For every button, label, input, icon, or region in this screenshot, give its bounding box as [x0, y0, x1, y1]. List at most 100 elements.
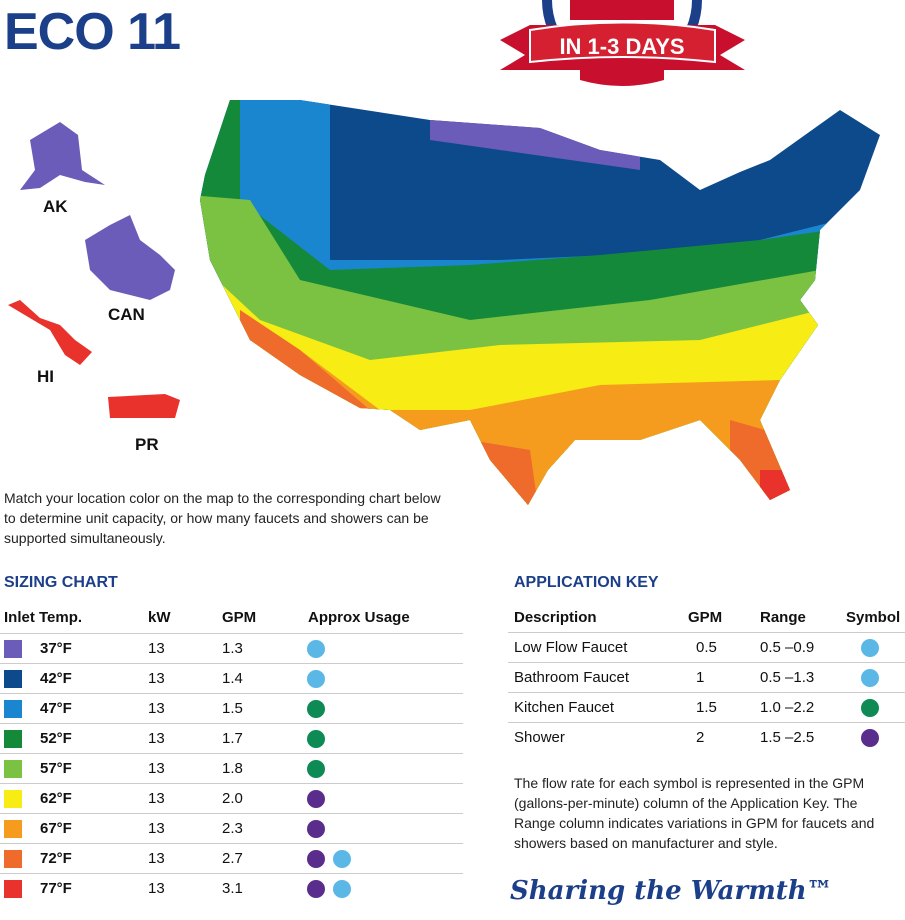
range: 0.5 –1.3 — [760, 669, 815, 686]
section-title: SIZING CHART — [4, 574, 118, 591]
column-header: GPM — [222, 609, 257, 626]
usage-icon — [307, 880, 325, 898]
usage-icon — [861, 669, 879, 687]
row-divider — [0, 753, 463, 754]
usage-icon — [307, 850, 325, 868]
usage-icon — [307, 790, 325, 808]
kw: 13 — [148, 790, 165, 807]
color-swatch — [4, 820, 22, 838]
row-divider — [0, 783, 463, 784]
usage-icon — [333, 880, 351, 898]
usage-icon — [307, 730, 325, 748]
badge-text: IN 1-3 DAYS — [559, 34, 684, 59]
usage-icon — [307, 700, 325, 718]
usage-icon — [307, 760, 325, 778]
color-swatch — [4, 730, 22, 748]
gpm: 2.0 — [222, 790, 243, 807]
row-divider — [508, 722, 905, 723]
map-label: HI — [37, 367, 54, 386]
map-label: AK — [43, 197, 68, 216]
row-divider — [0, 693, 463, 694]
temp: 47°F — [40, 700, 72, 717]
puerto-rico — [108, 394, 180, 418]
temp: 67°F — [40, 820, 72, 837]
range: 1.0 –2.2 — [760, 699, 815, 716]
column-header: Range — [760, 609, 806, 626]
color-swatch — [4, 790, 22, 808]
row-divider — [508, 632, 905, 633]
gpm: 1.5 — [222, 700, 243, 717]
row-divider — [508, 662, 905, 663]
map-label: PR — [135, 435, 159, 454]
usage-icon — [861, 639, 879, 657]
kw: 13 — [148, 760, 165, 777]
kw: 13 — [148, 670, 165, 687]
kw: 13 — [148, 730, 165, 747]
description: Bathroom Faucet — [514, 669, 630, 686]
title: ECO 11 — [4, 3, 181, 61]
row-divider — [0, 663, 463, 664]
color-swatch — [4, 760, 22, 778]
gpm: 2 — [696, 729, 705, 746]
description: Low Flow Faucet — [514, 639, 628, 656]
temp: 72°F — [40, 850, 72, 867]
kw: 13 — [148, 700, 165, 717]
usage-icon — [333, 850, 351, 868]
gpm: 2.3 — [222, 820, 243, 837]
temp: 62°F — [40, 790, 72, 807]
hawaii — [8, 300, 92, 365]
temp: 57°F — [40, 760, 72, 777]
gpm: 1.5 — [696, 699, 717, 716]
map-label: CAN — [108, 305, 145, 324]
column-header: Approx Usage — [308, 609, 410, 626]
intro-text: Match your location color on the map to … — [4, 490, 441, 546]
color-swatch — [4, 880, 22, 898]
temp: 42°F — [40, 670, 72, 687]
row-divider — [508, 692, 905, 693]
row-divider — [0, 723, 463, 724]
range: 1.5 –2.5 — [760, 729, 815, 746]
usage-icon — [861, 729, 879, 747]
column-header: Description — [514, 609, 597, 626]
row-divider — [0, 633, 463, 634]
kw: 13 — [148, 640, 165, 657]
badge: IN 1-3 DAYS — [500, 0, 745, 86]
kw: 13 — [148, 880, 165, 897]
tagline: Sharing the Warmth™ — [510, 876, 833, 906]
row-divider — [0, 873, 463, 874]
row-divider — [0, 813, 463, 814]
column-header: kW — [148, 609, 171, 626]
range: 0.5 –0.9 — [760, 639, 815, 656]
gpm: 1.8 — [222, 760, 243, 777]
column-header: GPM — [688, 609, 723, 626]
usage-icon — [307, 820, 325, 838]
alaska — [20, 122, 105, 190]
temp: 37°F — [40, 640, 72, 657]
gpm: 1.4 — [222, 670, 243, 687]
description: Shower — [514, 729, 565, 746]
usage-icon — [861, 699, 879, 717]
temp: 77°F — [40, 880, 72, 897]
kw: 13 — [148, 820, 165, 837]
column-header: Symbol — [846, 609, 901, 626]
note-text: The flow rate for each symbol is represe… — [514, 775, 875, 851]
row-divider — [0, 843, 463, 844]
temp: 52°F — [40, 730, 72, 747]
description: Kitchen Faucet — [514, 699, 615, 716]
gpm: 2.7 — [222, 850, 243, 867]
color-swatch — [4, 850, 22, 868]
gpm: 3.1 — [222, 880, 243, 897]
usage-icon — [307, 640, 325, 658]
color-swatch — [4, 670, 22, 688]
color-swatch — [4, 700, 22, 718]
gpm: 1 — [696, 669, 705, 686]
gpm: 1.7 — [222, 730, 243, 747]
map: AK CAN HI PR IN 1-3 DAYS — [8, 0, 880, 505]
color-swatch — [4, 640, 22, 658]
section-title: APPLICATION KEY — [514, 574, 659, 591]
gpm: 1.3 — [222, 640, 243, 657]
column-header: Inlet Temp. — [4, 609, 83, 626]
kw: 13 — [148, 850, 165, 867]
